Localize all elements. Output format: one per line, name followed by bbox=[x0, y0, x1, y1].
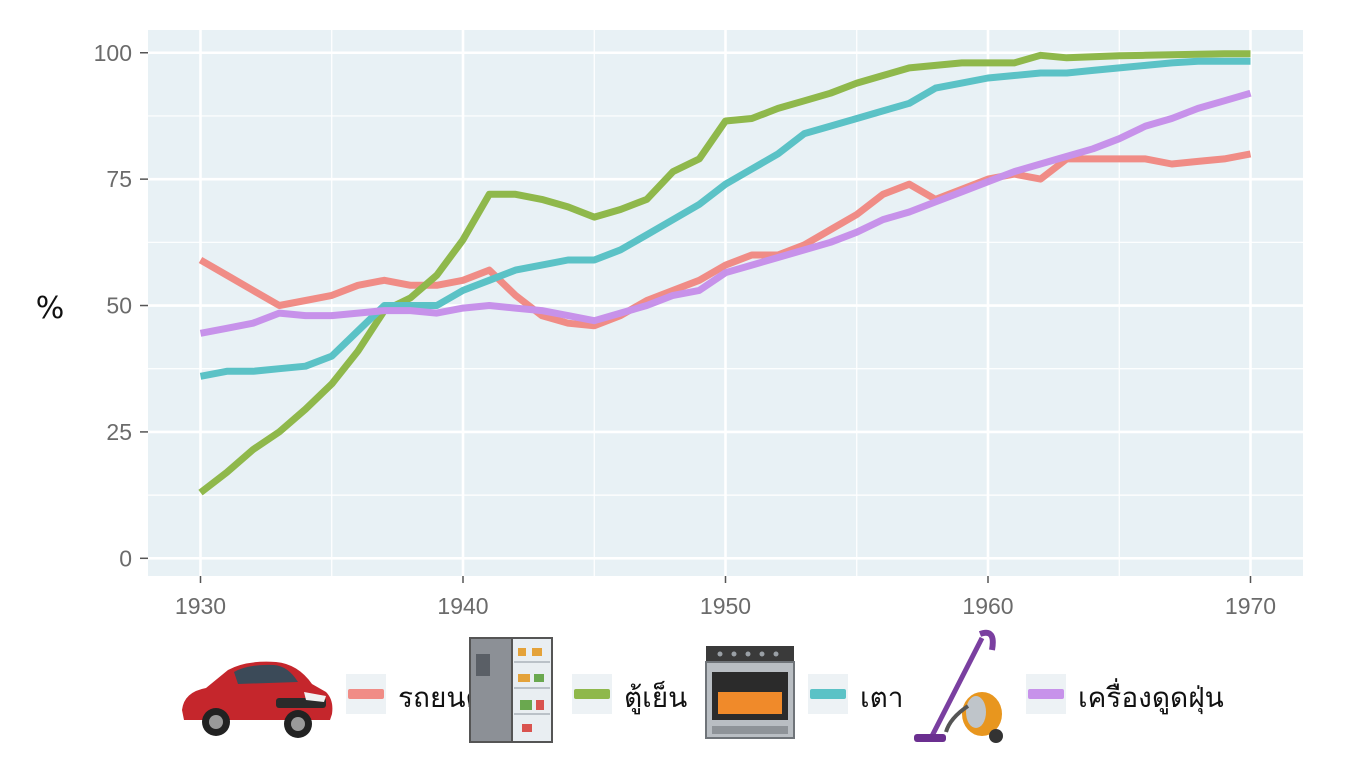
major-gridlines bbox=[148, 30, 1303, 576]
series-line-0 bbox=[198, 150, 1252, 330]
stove-icon bbox=[705, 646, 795, 739]
y-tick-label: 25 bbox=[106, 419, 132, 445]
legend: รถยนต์ ตู้เย็น เตา bbox=[0, 628, 1353, 758]
line-chart: 1930 1940 1950 1960 1970 0 25 50 75 100 % bbox=[36, 30, 1303, 619]
y-tick-label: 50 bbox=[106, 293, 132, 319]
refrigerator-icon bbox=[469, 637, 553, 743]
y-tick-label: 100 bbox=[94, 40, 132, 66]
legend-key-stove bbox=[808, 674, 848, 714]
car-icon bbox=[182, 661, 333, 738]
series-lines bbox=[198, 50, 1252, 496]
legend-label-refrigerator: ตู้เย็น bbox=[624, 681, 688, 714]
series-line-1 bbox=[198, 50, 1251, 496]
y-tick-label: 0 bbox=[119, 545, 132, 571]
vacuum-cleaner-icon bbox=[914, 629, 1003, 743]
axes: 1930 1940 1950 1960 1970 0 25 50 75 100 bbox=[94, 40, 1276, 619]
y-axis-label: % bbox=[36, 291, 65, 326]
legend-label-stove: เตา bbox=[860, 681, 904, 714]
legend-label-vacuum-cleaner: เครื่องดูดฝุ่น bbox=[1078, 681, 1224, 714]
x-tick-label: 1960 bbox=[962, 593, 1013, 619]
x-tick-label: 1950 bbox=[700, 593, 751, 619]
y-tick-label: 75 bbox=[106, 166, 132, 192]
legend-key-refrigerator bbox=[572, 674, 612, 714]
x-tick-label: 1930 bbox=[175, 593, 226, 619]
x-tick-label: 1940 bbox=[437, 593, 488, 619]
legend-key-car bbox=[346, 674, 386, 714]
x-tick-label: 1970 bbox=[1225, 593, 1276, 619]
legend-key-vacuum-cleaner bbox=[1026, 674, 1066, 714]
series-line-3 bbox=[199, 89, 1252, 337]
